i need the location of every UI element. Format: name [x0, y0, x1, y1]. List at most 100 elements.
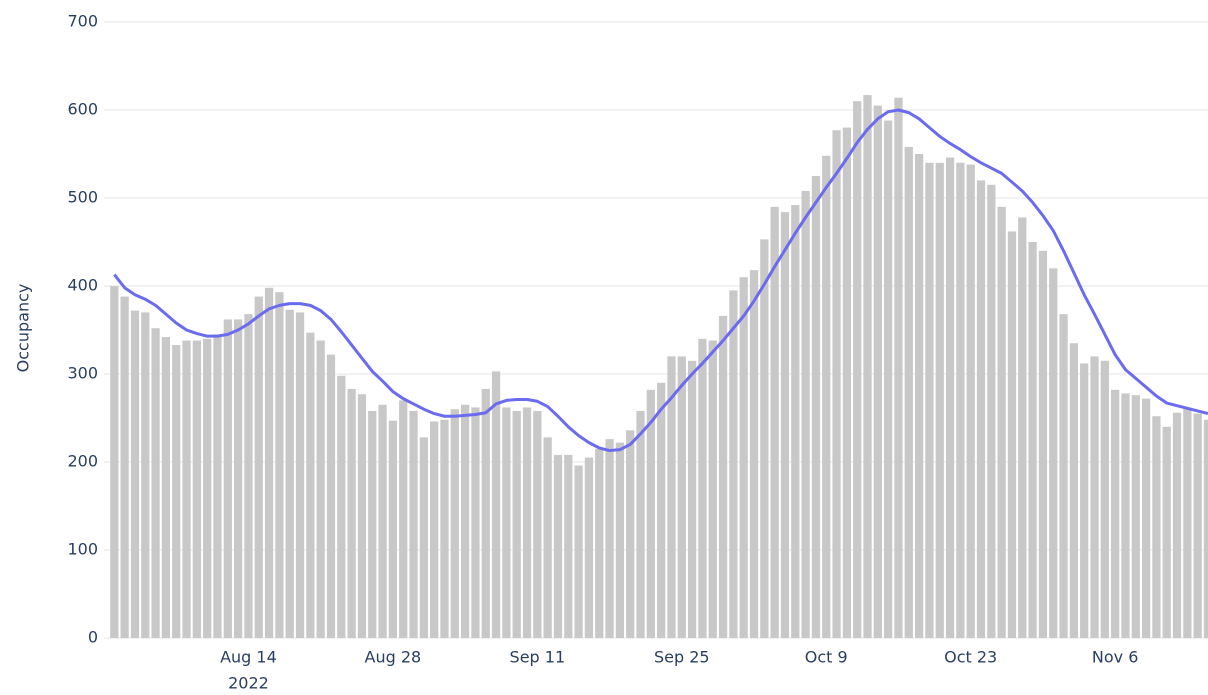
bar [223, 319, 232, 638]
bar [1090, 356, 1099, 638]
bar [306, 332, 315, 638]
bar [295, 312, 305, 638]
bar [285, 309, 294, 638]
bar [368, 410, 377, 638]
bar [770, 206, 779, 639]
bar [749, 270, 759, 638]
bar [884, 120, 893, 638]
bar [471, 407, 480, 638]
bar [141, 312, 150, 638]
bar [430, 421, 439, 638]
bar [1111, 389, 1120, 638]
bar [791, 205, 800, 639]
y-tick-label: 500 [67, 188, 98, 207]
x-year-label: 2022 [228, 674, 269, 693]
bar [1131, 395, 1140, 638]
x-tick-label: Sep 11 [510, 648, 566, 667]
bar [440, 419, 449, 638]
bar [956, 162, 965, 639]
bar [801, 190, 810, 638]
bar [842, 127, 852, 638]
bar [543, 437, 552, 638]
bar [481, 388, 490, 638]
bar [729, 290, 738, 638]
x-tick-label: Aug 14 [220, 648, 277, 667]
bar [698, 338, 707, 638]
bar [1162, 426, 1171, 638]
bar [203, 338, 212, 638]
bar [987, 184, 996, 639]
bar [182, 340, 191, 638]
bar [491, 371, 501, 638]
line [113, 108, 1208, 453]
x-tick-label: Oct 23 [944, 648, 997, 667]
bar [1193, 413, 1202, 638]
bar [1069, 343, 1078, 638]
bar [316, 340, 325, 638]
bar [553, 454, 563, 638]
y-tick-label: 600 [67, 100, 98, 119]
bar [574, 465, 583, 638]
bar [894, 97, 903, 639]
bar [388, 420, 398, 638]
bar [677, 356, 686, 638]
bar [130, 310, 140, 638]
bar [760, 239, 769, 639]
bar [151, 328, 160, 638]
bar [935, 162, 944, 639]
bar [667, 356, 676, 638]
bar [1007, 231, 1017, 638]
bar [419, 437, 428, 638]
x-tick-label: Aug 28 [365, 648, 422, 667]
bar [1172, 412, 1182, 638]
bar [595, 448, 604, 638]
bar [605, 439, 614, 638]
y-axis-title: Occupancy [14, 284, 33, 373]
bar [326, 354, 336, 638]
y-tick-label: 0 [88, 628, 98, 647]
y-tick-label: 300 [67, 364, 98, 383]
bar [347, 388, 356, 638]
bar [399, 400, 408, 638]
bar [822, 155, 831, 638]
bar [1203, 419, 1208, 638]
bar [337, 375, 346, 638]
bar [1183, 407, 1192, 638]
bar [213, 334, 222, 638]
bar [234, 319, 243, 638]
x-tick-label: Oct 9 [805, 648, 848, 667]
bar [120, 296, 129, 638]
bar [626, 430, 635, 638]
bar [584, 457, 594, 638]
x-tick-label: Sep 25 [654, 648, 710, 667]
bar [522, 407, 532, 638]
bar [1049, 268, 1058, 638]
y-tick-label: 100 [67, 540, 98, 559]
bar [564, 454, 573, 638]
bar [1038, 250, 1048, 639]
bar [646, 389, 655, 638]
x-tick-label: Nov 6 [1092, 648, 1139, 667]
bar [378, 404, 387, 638]
y-tick-label: 400 [67, 276, 98, 295]
bar [1059, 314, 1068, 638]
bar [512, 410, 521, 638]
bar [615, 442, 625, 638]
bar [254, 296, 263, 638]
bar [976, 180, 986, 638]
bar [192, 340, 201, 638]
y-tick-label: 200 [67, 452, 98, 471]
bar [636, 410, 645, 638]
bar [687, 360, 697, 638]
bar [780, 212, 790, 638]
bar [502, 407, 511, 638]
bar [357, 394, 367, 638]
bar [450, 409, 459, 638]
bar [945, 157, 955, 638]
bar [657, 382, 666, 638]
bar [853, 101, 862, 638]
bar [1100, 360, 1109, 638]
bar [110, 286, 119, 638]
bar [739, 277, 748, 638]
